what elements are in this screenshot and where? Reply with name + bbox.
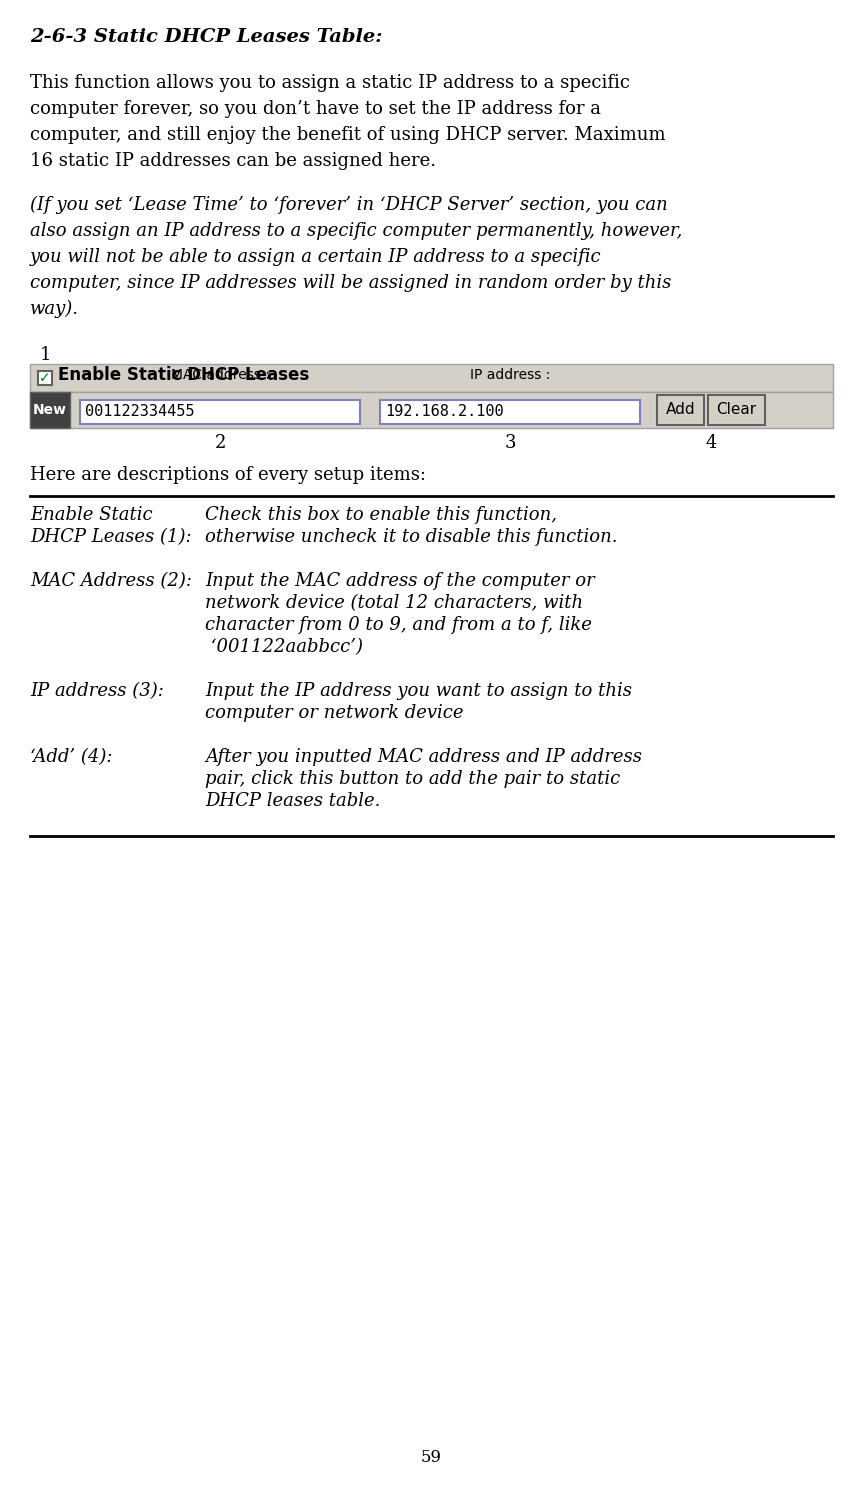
Text: otherwise uncheck it to disable this function.: otherwise uncheck it to disable this fun…	[205, 528, 618, 545]
Text: After you inputted MAC address and IP address: After you inputted MAC address and IP ad…	[205, 747, 642, 765]
Text: DHCP Leases (1):: DHCP Leases (1):	[30, 528, 192, 545]
Text: 59: 59	[421, 1449, 442, 1467]
Text: 4: 4	[705, 434, 716, 452]
Text: Add: Add	[665, 403, 696, 418]
Text: Enable Static: Enable Static	[30, 507, 153, 525]
Text: network device (total 12 characters, with: network device (total 12 characters, wit…	[205, 594, 583, 612]
Text: 2: 2	[214, 434, 226, 452]
Text: ‘001122aabbcc’): ‘001122aabbcc’)	[205, 637, 363, 655]
Bar	[30, 392, 833, 428]
Text: ✓: ✓	[39, 372, 51, 385]
Bar	[30, 364, 833, 392]
Bar	[80, 400, 360, 424]
Text: Enable Static DHCP Leases: Enable Static DHCP Leases	[58, 366, 309, 383]
Text: (If you set ‘Lease Time’ to ‘forever’ in ‘DHCP Server’ section, you can: (If you set ‘Lease Time’ to ‘forever’ in…	[30, 196, 668, 214]
Text: Input the IP address you want to assign to this: Input the IP address you want to assign …	[205, 682, 632, 700]
Text: New: New	[33, 403, 67, 418]
Text: way).: way).	[30, 300, 79, 318]
Text: ‘Add’ (4):: ‘Add’ (4):	[30, 747, 112, 765]
Text: DHCP leases table.: DHCP leases table.	[205, 792, 381, 810]
Text: 001122334455: 001122334455	[85, 404, 194, 419]
Text: pair, click this button to add the pair to static: pair, click this button to add the pair …	[205, 770, 620, 788]
Text: you will not be able to assign a certain IP address to a specific: you will not be able to assign a certain…	[30, 248, 602, 266]
Text: 1: 1	[40, 346, 52, 364]
Bar	[380, 400, 640, 424]
Text: 2-6-3 Static DHCP Leases Table:: 2-6-3 Static DHCP Leases Table:	[30, 28, 382, 46]
Text: character from 0 to 9, and from a to f, like: character from 0 to 9, and from a to f, …	[205, 617, 592, 635]
Text: MAC address :: MAC address :	[171, 369, 269, 382]
Text: computer forever, so you don’t have to set the IP address for a: computer forever, so you don’t have to s…	[30, 100, 601, 117]
Text: IP address (3):: IP address (3):	[30, 682, 164, 700]
Text: This function allows you to assign a static IP address to a specific: This function allows you to assign a sta…	[30, 74, 630, 92]
Bar	[38, 372, 52, 385]
Text: Input the MAC address of the computer or: Input the MAC address of the computer or	[205, 572, 595, 590]
Text: Clear: Clear	[716, 403, 757, 418]
Text: Here are descriptions of every setup items:: Here are descriptions of every setup ite…	[30, 467, 426, 484]
Text: 3: 3	[504, 434, 516, 452]
Bar	[30, 392, 70, 428]
FancyBboxPatch shape	[708, 395, 765, 425]
Text: MAC Address (2):: MAC Address (2):	[30, 572, 192, 590]
Text: IP address :: IP address :	[469, 369, 551, 382]
Text: also assign an IP address to a specific computer permanently, however,: also assign an IP address to a specific …	[30, 221, 683, 241]
Text: computer, and still enjoy the benefit of using DHCP server. Maximum: computer, and still enjoy the benefit of…	[30, 126, 665, 144]
Text: computer or network device: computer or network device	[205, 704, 463, 722]
Text: computer, since IP addresses will be assigned in random order by this: computer, since IP addresses will be ass…	[30, 273, 671, 293]
FancyBboxPatch shape	[657, 395, 704, 425]
Text: 192.168.2.100: 192.168.2.100	[385, 404, 504, 419]
Text: 16 static IP addresses can be assigned here.: 16 static IP addresses can be assigned h…	[30, 152, 436, 169]
Text: Check this box to enable this function,: Check this box to enable this function,	[205, 507, 557, 525]
